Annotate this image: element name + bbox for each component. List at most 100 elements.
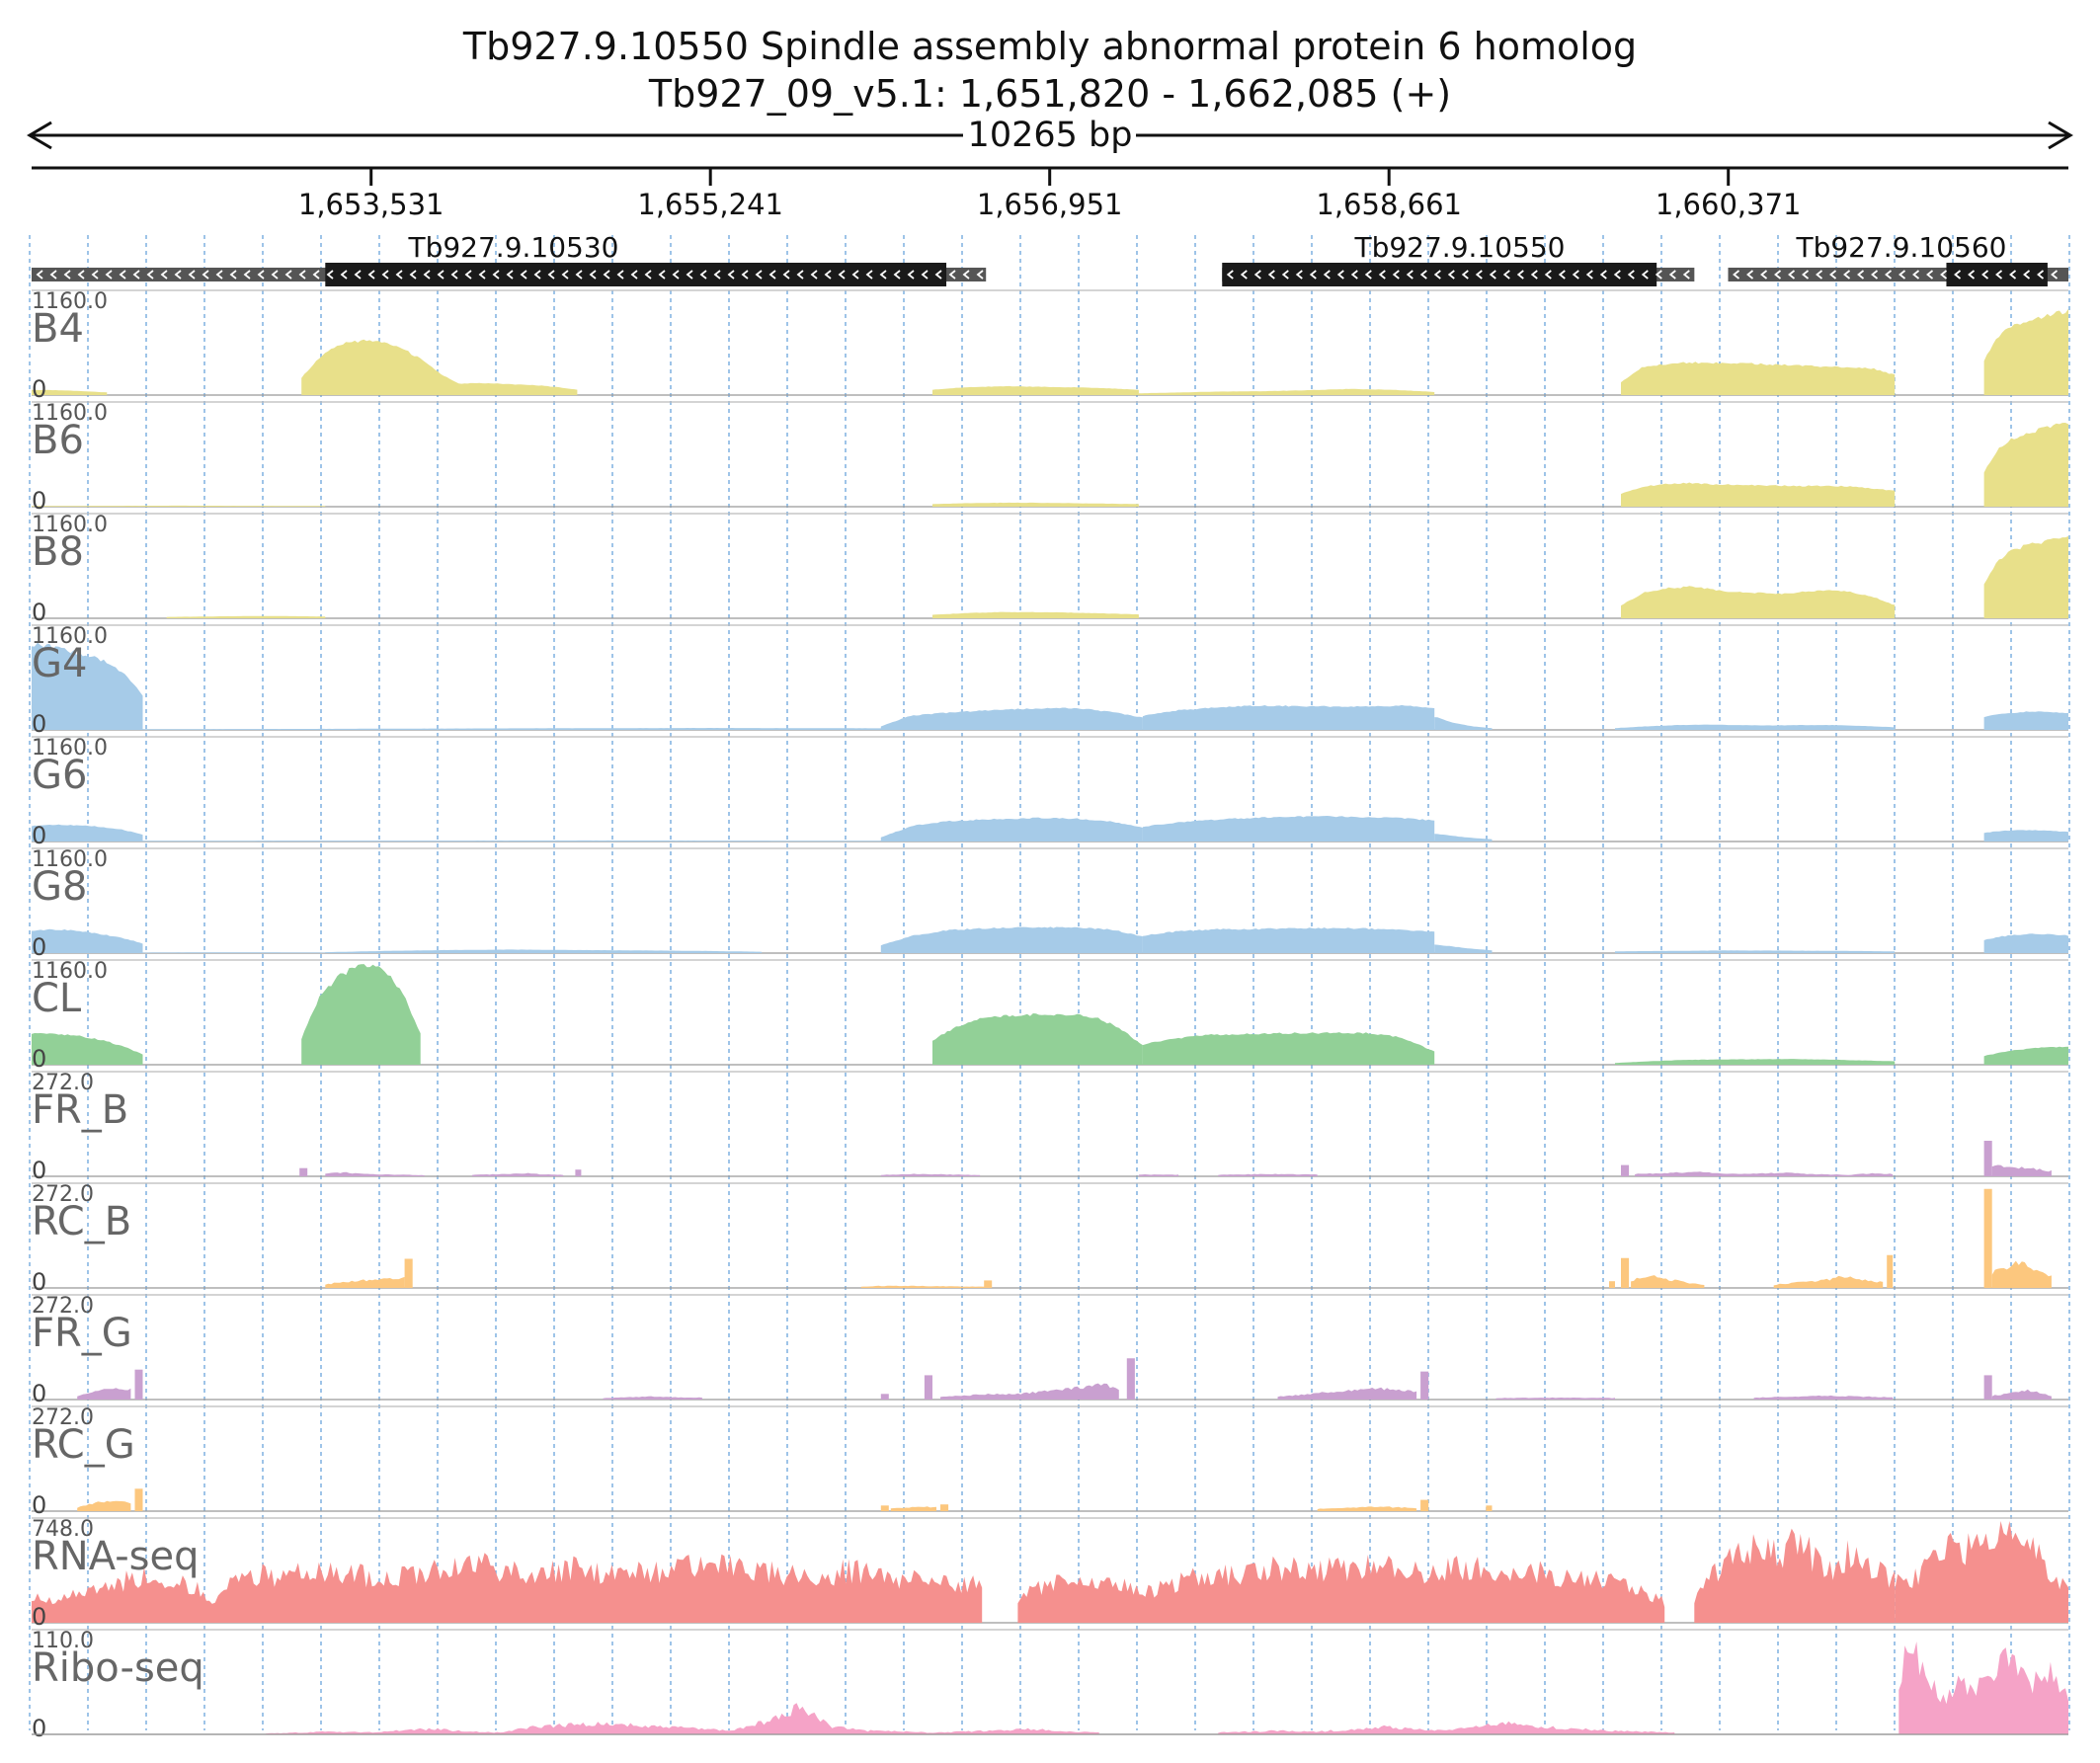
strand-arrow-icon xyxy=(1926,270,1934,280)
strand-arrow-icon xyxy=(492,270,500,280)
track-max-label: 1160.0 xyxy=(32,624,108,649)
strand-arrow-icon xyxy=(340,270,348,280)
track-max-label: 1160.0 xyxy=(32,289,108,314)
strand-arrow-icon xyxy=(1760,270,1768,280)
axis-tick-label: 1,658,661 xyxy=(1316,188,1462,221)
strand-arrow-icon xyxy=(879,270,887,280)
strand-arrow-icon xyxy=(1558,270,1566,280)
strand-arrow-icon xyxy=(1419,270,1427,280)
strand-arrow-icon xyxy=(1226,270,1234,280)
coverage-area xyxy=(1486,1505,1493,1511)
strand-arrow-icon xyxy=(824,270,832,280)
coverage-area xyxy=(134,1488,143,1511)
coverage-area xyxy=(1142,704,1435,730)
track-min-label: 0 xyxy=(32,1491,46,1519)
coverage-area xyxy=(1983,423,2068,507)
strand-arrow-icon xyxy=(589,270,597,280)
coverage-area xyxy=(325,949,763,953)
strand-arrow-icon xyxy=(1829,270,1837,280)
coverage-area xyxy=(1631,1275,1705,1288)
coverage-area xyxy=(1142,1032,1435,1065)
track-name: CL xyxy=(32,976,82,1021)
strand-arrow-icon xyxy=(202,270,209,280)
coverage-area xyxy=(1983,1046,2068,1065)
track-max-label: 272.0 xyxy=(32,1294,94,1319)
strand-arrow-icon xyxy=(36,270,43,280)
track-min-label: 0 xyxy=(32,1715,46,1742)
strand-arrow-icon xyxy=(326,270,334,280)
coverage-area xyxy=(880,817,1143,841)
span-arrow-left-icon xyxy=(27,120,52,150)
strand-arrow-icon xyxy=(810,270,818,280)
coverage-area xyxy=(1277,1387,1417,1400)
coverage-area xyxy=(1991,1260,2052,1288)
coverage-area xyxy=(1017,1555,1665,1623)
strand-arrow-icon xyxy=(2051,270,2059,280)
strand-arrow-icon xyxy=(699,270,707,280)
strand-arrow-icon xyxy=(865,270,873,280)
coverage-area xyxy=(1887,1254,1894,1288)
coverage-area xyxy=(1138,1174,1179,1176)
track-b4: 1160.0B4 0 xyxy=(32,289,2068,403)
coverage-area xyxy=(1218,1721,1675,1734)
strand-arrow-icon xyxy=(2037,270,2045,280)
coverage-area xyxy=(880,1394,889,1400)
gene-label: Tb927.9.10560 xyxy=(1795,231,2006,264)
strand-arrow-icon xyxy=(1885,270,1893,280)
strand-arrow-icon xyxy=(1323,270,1331,280)
track-max-label: 1160.0 xyxy=(32,959,108,984)
strand-arrow-icon xyxy=(160,270,168,280)
strand-arrow-icon xyxy=(1336,270,1344,280)
coverage-area xyxy=(880,926,1143,953)
coverage-area xyxy=(1621,361,1896,395)
coverage-area xyxy=(860,1285,991,1288)
coverage-area xyxy=(1142,927,1435,953)
strand-arrow-icon xyxy=(796,270,804,280)
strand-arrow-icon xyxy=(1281,270,1289,280)
coverage-area xyxy=(1615,1059,1896,1065)
track-min-label: 0 xyxy=(32,1045,46,1073)
strand-arrow-icon xyxy=(907,270,915,280)
axis-tick-label: 1,656,951 xyxy=(977,188,1123,221)
track-name: B6 xyxy=(32,418,84,463)
coverage-area xyxy=(1895,1521,2068,1623)
coverage-area xyxy=(1983,830,2068,841)
coverage-area xyxy=(1434,717,1493,730)
figure-title: Tb927.9.10550 Spindle assembly abnormal … xyxy=(462,25,1637,68)
strand-arrow-icon xyxy=(1954,270,1962,280)
track-name: FR_B xyxy=(32,1087,128,1133)
strand-arrow-icon xyxy=(1940,270,1948,280)
coverage-area xyxy=(940,1383,1119,1400)
coverage-area xyxy=(1621,1164,1630,1176)
coverage-area xyxy=(32,389,108,395)
track-max-label: 1160.0 xyxy=(32,401,108,426)
strand-arrow-icon xyxy=(1599,270,1607,280)
coverage-area xyxy=(1126,1358,1135,1400)
coverage-area xyxy=(890,1506,936,1511)
strand-arrow-icon xyxy=(423,270,431,280)
coverage-area xyxy=(266,1703,1099,1734)
strand-arrow-icon xyxy=(630,270,638,280)
coverage-area xyxy=(984,1280,993,1288)
strand-arrow-icon xyxy=(1981,270,1989,280)
strand-arrow-icon xyxy=(215,270,223,280)
strand-arrow-icon xyxy=(934,270,942,280)
strand-arrow-icon xyxy=(91,270,99,280)
strand-arrow-icon xyxy=(1267,270,1275,280)
coverage-area xyxy=(1983,933,2068,953)
coverage-area xyxy=(1983,308,2068,395)
strand-arrow-icon xyxy=(243,270,251,280)
strand-arrow-icon xyxy=(893,270,901,280)
strand-arrow-icon xyxy=(1350,270,1358,280)
track-min-label: 0 xyxy=(32,933,46,961)
track-max-label: 272.0 xyxy=(32,1182,94,1207)
coverage-area xyxy=(932,1013,1143,1065)
strand-arrow-icon xyxy=(1733,270,1740,280)
coverage-area xyxy=(1142,816,1435,841)
strand-arrow-icon xyxy=(284,270,292,280)
strand-arrow-icon xyxy=(63,270,71,280)
strand-arrow-icon xyxy=(1461,270,1469,280)
coverage-area xyxy=(32,642,143,730)
